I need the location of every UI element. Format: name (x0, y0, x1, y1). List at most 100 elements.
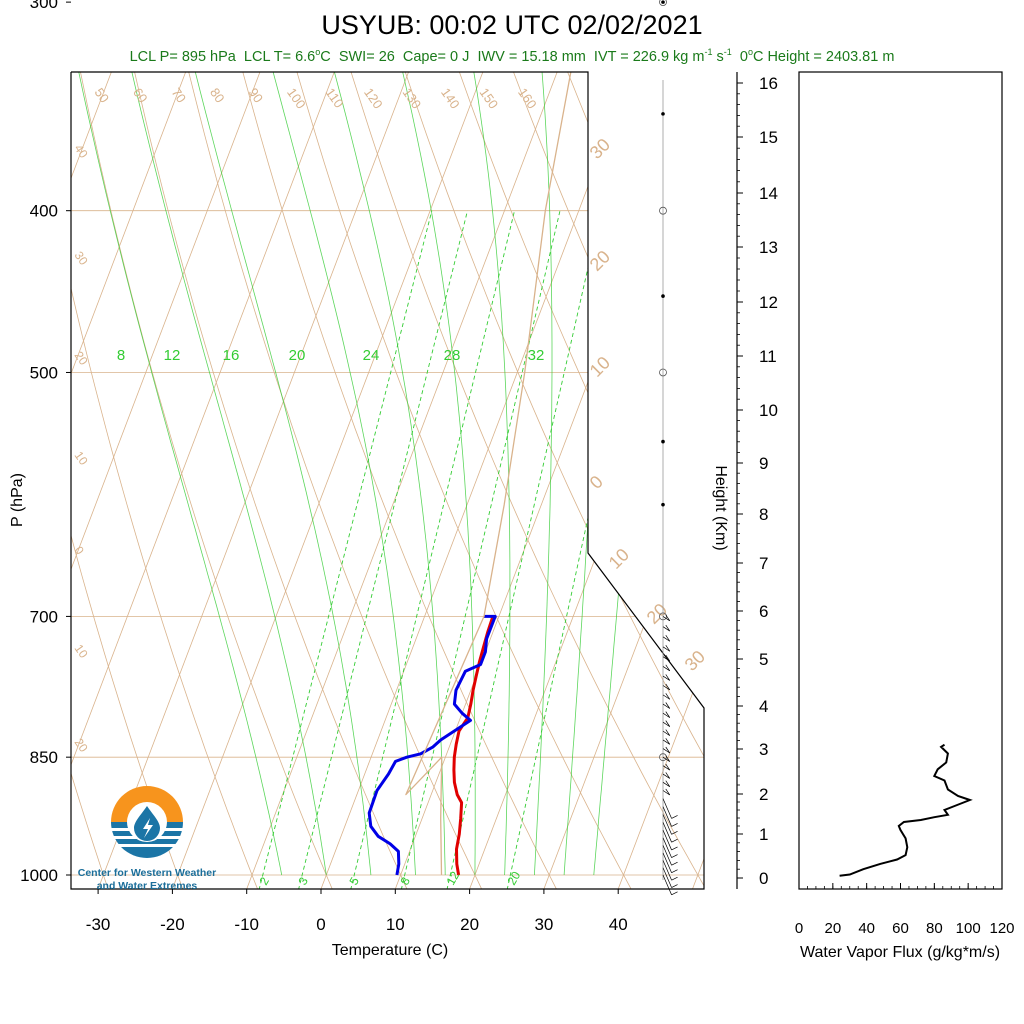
wind-calm-dot (661, 294, 665, 298)
isotherm-line (71, 72, 678, 889)
wind-barb (662, 874, 672, 895)
wind-barb (662, 739, 670, 745)
dry-adiabat-line (71, 72, 192, 889)
moist-adiabat-line (593, 72, 667, 876)
wind-barb (662, 860, 672, 881)
wind-level-circle (659, 206, 667, 215)
wind-barb-flag (665, 664, 671, 672)
mixing-ratio-label: 8 (397, 874, 413, 887)
dry-adiabat-line (489, 72, 704, 889)
isotherm-line (71, 72, 456, 889)
wind-barb-flag (665, 755, 671, 762)
wind-barb-flag (665, 702, 671, 709)
wind-barb (662, 626, 670, 632)
wind-barb (662, 730, 670, 736)
dry-adiabat-label: 80 (207, 85, 228, 105)
wind-barb-flag (671, 876, 678, 881)
isotherm-label: 30 (586, 135, 614, 163)
isotherm-label: 30 (681, 647, 709, 675)
dry-adiabat-label: 110 (323, 85, 347, 111)
wind-barb (662, 798, 672, 819)
wind-barb (662, 845, 672, 866)
pressure-tick-label: 1000 (20, 866, 58, 885)
wind-barb-flag (665, 729, 671, 736)
moist-adiabat-label: 16 (223, 347, 240, 364)
wind-barb (662, 694, 670, 700)
height-tick-label: 5 (759, 650, 768, 669)
height-tick-label: 7 (759, 554, 768, 573)
wind-barb-flag (665, 780, 671, 787)
wind-barb (662, 830, 672, 851)
wind-barb-flag (671, 869, 678, 874)
wind-barb (662, 616, 670, 622)
dry-adiabat-line (333, 72, 704, 889)
temperature-tick-label: 10 (386, 915, 405, 934)
moist-adiabat-label: 20 (289, 347, 306, 364)
moist-adiabat-label: 28 (444, 347, 461, 364)
page-title: USYUB: 00:02 UTC 02/02/2021 (321, 10, 703, 40)
wind-barb (662, 675, 670, 681)
isotherm-line (684, 72, 704, 889)
left-edge-label: 40 (72, 142, 91, 161)
temperature-tick-label: 0 (316, 915, 325, 934)
cape: Cape= 0 J (402, 48, 470, 65)
mixing-ratio-line (441, 210, 602, 889)
wind-level-circle (659, 0, 667, 7)
isotherm-line (71, 72, 381, 889)
mixing-ratio-label: 20 (504, 869, 523, 888)
lightning-icon (143, 818, 153, 838)
wind-barb (662, 806, 672, 827)
zero-height: 0oC Height = 2403.81 m (739, 47, 895, 65)
height-tick-label: 12 (759, 293, 778, 312)
dry-adiabat-line (567, 72, 704, 889)
swi: SWI= 26 (338, 48, 395, 65)
ivt: IVT = 226.9 kg m-1 s-1 (593, 47, 732, 65)
moist-adiabat-line (71, 72, 283, 876)
height-axis-label: Height (Km) (712, 465, 729, 550)
wind-barb-flag (665, 645, 671, 652)
dry-adiabat-label: 70 (169, 85, 190, 105)
moist-adiabat-label: 32 (528, 347, 545, 364)
dry-adiabat-line (216, 72, 704, 889)
wind-barb-flag (671, 861, 678, 866)
wind-barb-flag (671, 846, 678, 851)
isotherm-label: 10 (586, 353, 614, 381)
flux-tick-label: 80 (926, 920, 943, 937)
mixing-ratio-line (292, 210, 468, 889)
dry-adiabat-label: 100 (284, 85, 309, 111)
wind-level-circle (659, 368, 667, 377)
height-tick-label: 15 (759, 128, 778, 147)
logo-line-2: and Water Extremes (97, 880, 198, 892)
dry-adiabat-line (645, 72, 704, 889)
moist-adiabat-label: 24 (363, 347, 380, 364)
wind-barb-flag (671, 823, 678, 827)
lcl-temperature: LCL T= 6.6 (243, 48, 316, 65)
flux-frame (798, 71, 1003, 890)
temperature-tick-label: -10 (234, 915, 259, 934)
moist-adiabat-line (563, 72, 604, 876)
dry-adiabat-label: 60 (130, 85, 151, 105)
x-axis-label: Temperature (C) (332, 942, 448, 959)
wind-barb-flag (665, 693, 671, 700)
wind-barb (662, 756, 670, 762)
dry-adiabat-line (294, 72, 704, 889)
wind-barb-flag (665, 763, 671, 771)
isotherm-label: 0 (586, 472, 607, 493)
wind-barb-flag (671, 815, 678, 819)
wind-barb (662, 721, 670, 727)
flux-tick-label: 40 (858, 920, 875, 937)
dry-adiabat-line (411, 72, 704, 889)
pressure-tick-label: 850 (30, 748, 58, 767)
wind-barb (662, 765, 670, 771)
wind-calm-dot (661, 112, 665, 116)
mixing-ratio-line (502, 210, 656, 889)
moist-adiabat-line (185, 72, 416, 876)
height-tick-label: 11 (759, 347, 777, 366)
wind-barb-flag (671, 838, 678, 843)
height-tick-label: 2 (759, 785, 768, 804)
sounding-summary: LCL P= 895 hPa LCL T= 6.6oC SWI= 26 Cape… (129, 47, 895, 65)
wind-barb (662, 822, 672, 843)
mixing-ratio-line (253, 210, 433, 889)
skewt-frame (70, 71, 705, 890)
wind-barb-flag (665, 674, 671, 681)
